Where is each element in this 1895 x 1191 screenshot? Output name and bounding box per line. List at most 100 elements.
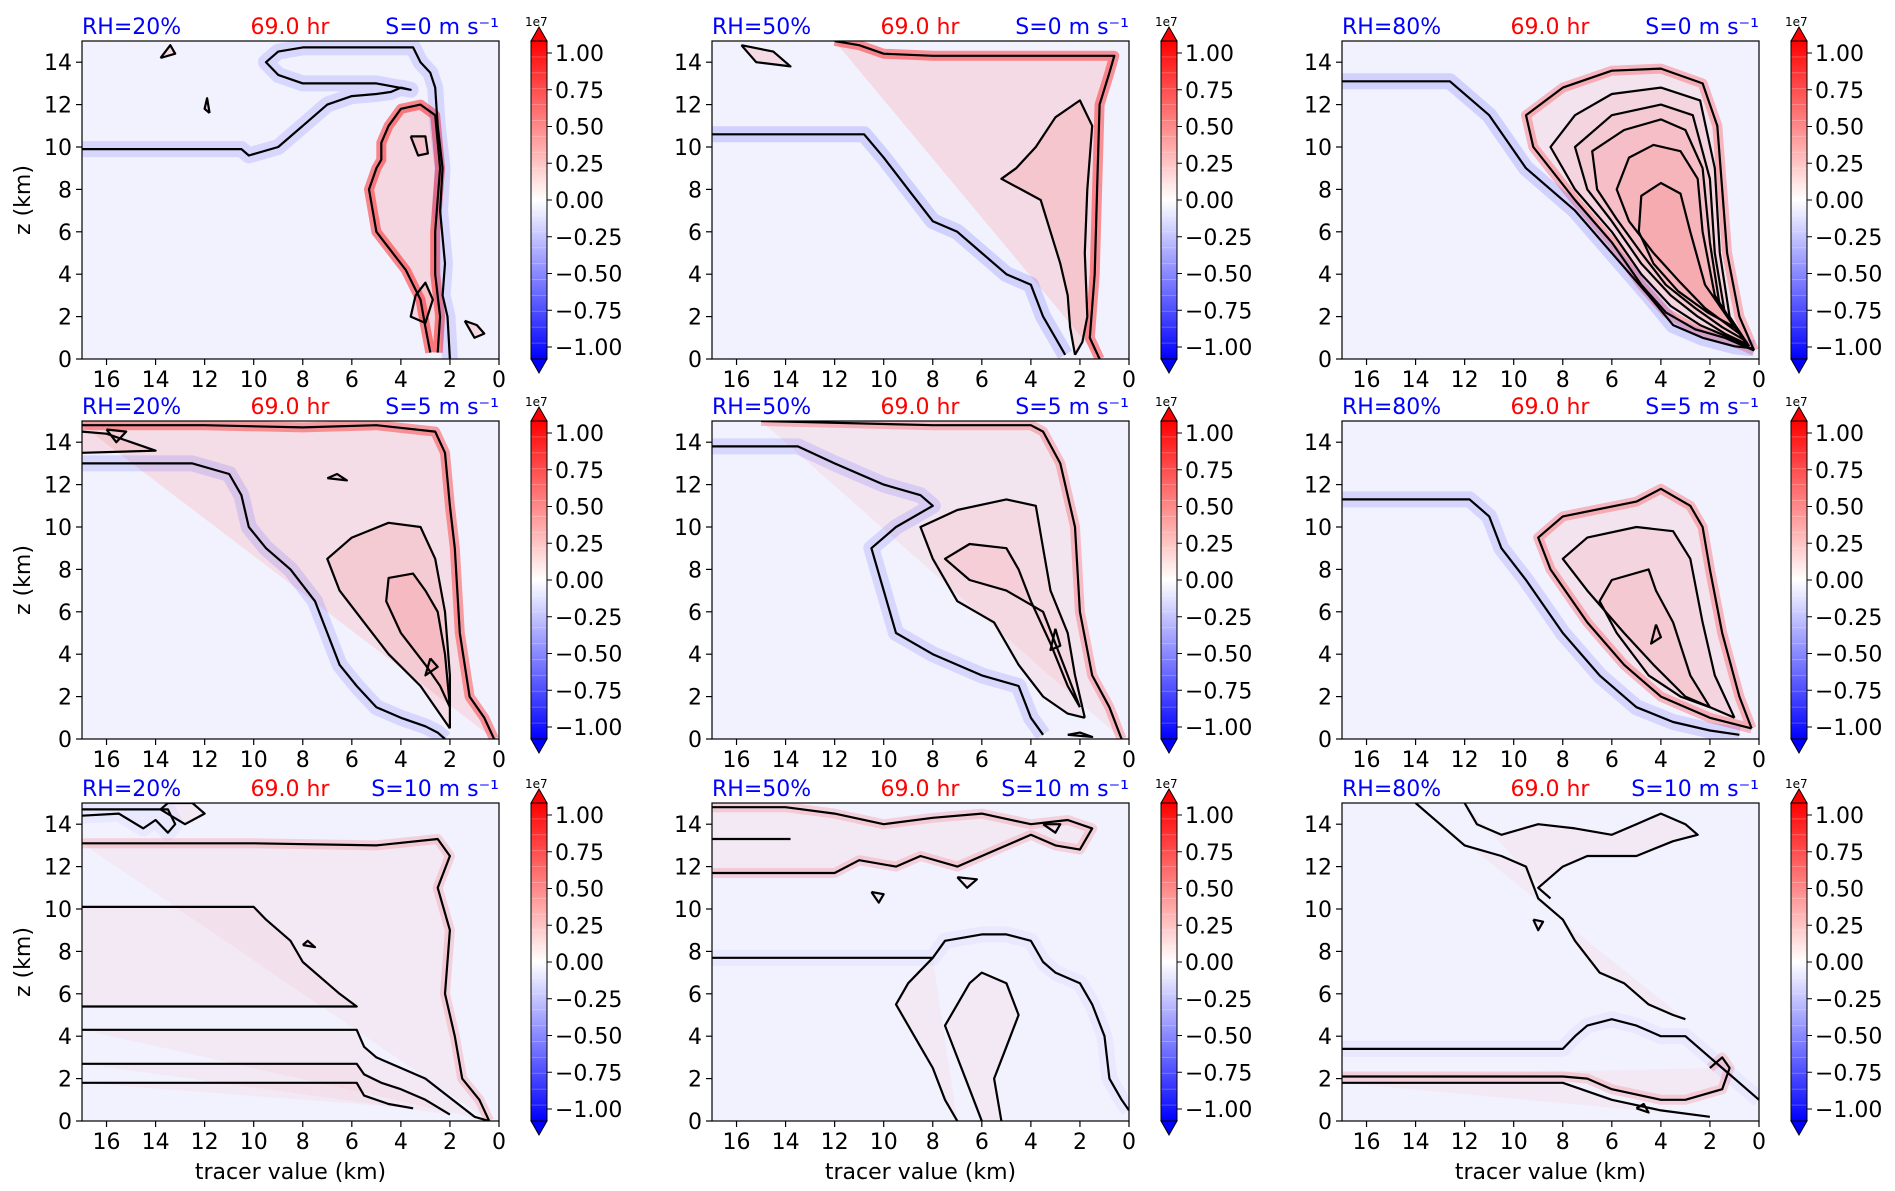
contour-line — [712, 806, 1094, 875]
x-tick-label: 10 — [240, 368, 268, 393]
time-label: 69.0 hr — [1511, 777, 1591, 802]
contour-line — [1598, 568, 1711, 709]
time-label: 69.0 hr — [881, 777, 961, 802]
contour-line — [82, 462, 446, 739]
plot-background — [82, 421, 499, 739]
y-tick-label: 2 — [58, 306, 72, 331]
colorbar-tick-label: 0.00 — [555, 189, 604, 214]
x-tick-label: 14 — [142, 748, 170, 773]
x-tick-label: 4 — [394, 748, 408, 773]
y-tick-label: 6 — [688, 221, 702, 246]
y-tick-label: 0 — [1318, 348, 1332, 373]
y-tick-label: 6 — [688, 601, 702, 626]
colorbar-tick-label: 1.00 — [1185, 42, 1234, 67]
x-tick-label: 4 — [1024, 1130, 1038, 1155]
contour-line — [943, 971, 1020, 1121]
x-tick-label: 14 — [142, 368, 170, 393]
y-tick-label: 2 — [688, 306, 702, 331]
contour-lines — [1342, 487, 1753, 736]
contour-line — [203, 97, 211, 114]
panel-1: 16 14 12 10 8 6 4 2 0 0 2 4 6 8 10 12 14 z (km) RH=20% 69.0… — [11, 15, 622, 393]
y-tick-label: 2 — [688, 1068, 702, 1093]
colorbar-tick-label: −0.25 — [1815, 988, 1882, 1013]
shear-label: S=5 m s⁻¹ — [1645, 395, 1759, 420]
axes-frame — [1341, 420, 1760, 740]
colorbar-tick-label: 0.25 — [555, 532, 604, 557]
colorbar-tick-label: 0.00 — [1815, 189, 1864, 214]
y-tick-label: 0 — [1318, 728, 1332, 753]
y-tick-label: 10 — [674, 136, 702, 161]
colorbar-tick-label: 0.50 — [1815, 116, 1864, 141]
contour-line — [740, 44, 792, 68]
colorbar-gradient — [531, 41, 547, 359]
y-tick-label: 2 — [58, 1068, 72, 1093]
x-tick-label: 12 — [1451, 748, 1479, 773]
colorbar-extend-max — [530, 25, 548, 42]
x-tick-label: 0 — [1122, 1130, 1136, 1155]
time-label: 69.0 hr — [251, 777, 331, 802]
contour-line — [1342, 1081, 1711, 1118]
colorbar-tick-label: 0.00 — [555, 569, 604, 594]
contour-line — [1042, 823, 1062, 834]
colorbar-gradient — [1161, 803, 1177, 1121]
rh-label: RH=80% — [1342, 15, 1441, 40]
contour-line — [82, 1081, 414, 1110]
x-tick-label: 16 — [1353, 368, 1381, 393]
x-tick-label: 4 — [1654, 748, 1668, 773]
contour-line — [956, 876, 979, 889]
red-shading — [82, 1029, 490, 1121]
contour-lines — [712, 41, 1116, 359]
colorbar-extend-max — [1160, 405, 1178, 422]
contour-line — [82, 808, 177, 834]
rh-label: RH=50% — [712, 15, 811, 40]
red-shading — [1050, 628, 1061, 650]
contour-line — [712, 445, 1044, 736]
red-shading — [369, 104, 441, 353]
x-tick-label: 8 — [296, 1130, 310, 1155]
x-tick-label: 8 — [1556, 748, 1570, 773]
colorbar-tick-label: 0.50 — [1185, 116, 1234, 141]
colorbar-offset-label: 1e7 — [1155, 777, 1178, 791]
colorbar-extend-min — [1160, 358, 1178, 375]
y-tick-label: 4 — [1318, 1025, 1332, 1050]
x-tick-label: 10 — [870, 1130, 898, 1155]
contour-line — [834, 41, 1116, 359]
colorbar: 1.00 0.75 0.50 0.25 0.00 −0.25 −0.50 −0.75 −1.00… — [1785, 777, 1882, 1137]
x-tick-label: 0 — [1752, 748, 1766, 773]
rh-label: RH=80% — [1342, 777, 1441, 802]
contour-lines — [82, 44, 486, 359]
y-tick-label: 6 — [58, 221, 72, 246]
panel-3: 16 14 12 10 8 6 4 2 0 0 2 4 6 8 10 12 14 RH=80% 69.0 hr S=0… — [1304, 15, 1882, 393]
y-tick-label: 14 — [44, 51, 72, 76]
panel-9: 16 14 12 10 8 6 4 2 0 0 2 4 6 8 10 12 14 tracer value (km… — [1304, 777, 1882, 1185]
x-tick-label: 14 — [1402, 748, 1430, 773]
x-axis-label: tracer value (km) — [825, 1160, 1016, 1185]
x-tick-label: 2 — [1073, 368, 1087, 393]
y-tick-label: 14 — [44, 813, 72, 838]
x-tick-label: 16 — [723, 368, 751, 393]
colorbar-tick-label: 0.00 — [1185, 189, 1234, 214]
red-shading — [82, 1063, 450, 1115]
y-tick-label: 6 — [688, 983, 702, 1008]
contour-line — [1637, 181, 1736, 329]
y-tick-label: 8 — [688, 940, 702, 965]
rh-label: RH=20% — [82, 777, 181, 802]
x-tick-label: 14 — [772, 748, 800, 773]
colorbar-tick-label: −0.50 — [1185, 263, 1252, 288]
x-tick-label: 4 — [1654, 368, 1668, 393]
y-tick-label: 8 — [1318, 558, 1332, 583]
red-shading — [761, 421, 1122, 739]
colorbar-tick-label: −0.50 — [1185, 643, 1252, 668]
colorbar-tick-label: −0.75 — [1815, 679, 1882, 704]
red-shading — [896, 957, 958, 1121]
y-tick-label: 12 — [1304, 94, 1332, 119]
x-tick-label: 14 — [772, 1130, 800, 1155]
y-tick-label: 12 — [674, 94, 702, 119]
panel-4: 16 14 12 10 8 6 4 2 0 0 2 4 6 8 10 12 14 z (km) RH=20% 69.0… — [11, 395, 622, 773]
colorbar-tick-label: 0.25 — [1815, 532, 1864, 557]
plot-background — [712, 421, 1129, 739]
plot-background — [1342, 803, 1759, 1121]
colorbar-tick-label: −0.50 — [555, 263, 622, 288]
x-tick-label: 10 — [870, 368, 898, 393]
y-tick-label: 0 — [1318, 1110, 1332, 1135]
